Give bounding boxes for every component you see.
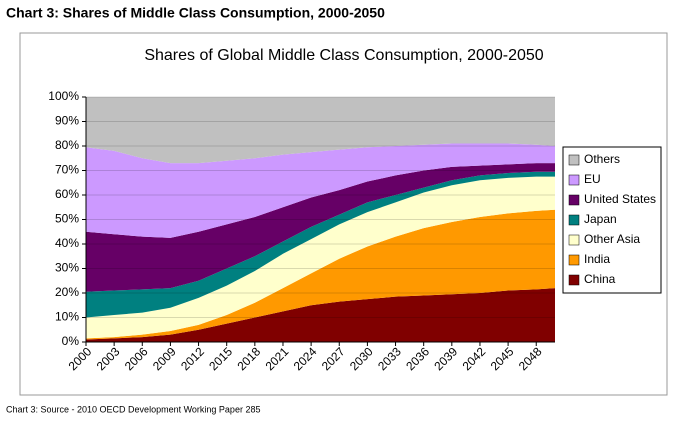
legend-label: India <box>584 252 610 266</box>
legend-swatch <box>568 214 580 226</box>
legend-swatch <box>568 174 580 186</box>
y-tick-label: 70% <box>55 163 79 177</box>
legend-label: United States <box>584 192 656 206</box>
legend-label: Others <box>584 152 620 166</box>
area <box>86 163 555 292</box>
legend-label: EU <box>584 172 601 186</box>
y-tick-label: 100% <box>48 89 79 103</box>
y-tick-label: 60% <box>55 187 79 201</box>
area <box>86 288 555 342</box>
legend-label: China <box>584 272 616 286</box>
legend-swatch <box>568 254 580 266</box>
y-tick-label: 50% <box>55 212 79 226</box>
page-title: Chart 3: Shares of Middle Class Consumpt… <box>6 5 385 21</box>
area <box>86 143 555 238</box>
legend-swatch <box>568 194 580 206</box>
legend-label: Other Asia <box>584 232 640 246</box>
y-tick-label: 80% <box>55 138 79 152</box>
y-tick-label: 0% <box>62 334 80 348</box>
legend-swatch <box>568 154 580 166</box>
source-note: Chart 3: Source - 2010 OECD Development … <box>6 404 260 414</box>
y-tick-label: 90% <box>55 114 79 128</box>
y-tick-label: 40% <box>55 236 79 250</box>
area <box>86 176 555 339</box>
area <box>86 209 555 340</box>
y-tick-label: 30% <box>55 261 79 275</box>
area <box>86 97 555 164</box>
y-tick-label: 20% <box>55 285 79 299</box>
legend-label: Japan <box>584 212 617 226</box>
area <box>86 171 555 318</box>
legend-swatch <box>568 274 580 286</box>
y-tick-label: 10% <box>55 310 79 324</box>
legend-box <box>562 146 662 294</box>
chart-title: Shares of Global Middle Class Consumptio… <box>144 47 543 64</box>
legend-swatch <box>568 234 580 246</box>
